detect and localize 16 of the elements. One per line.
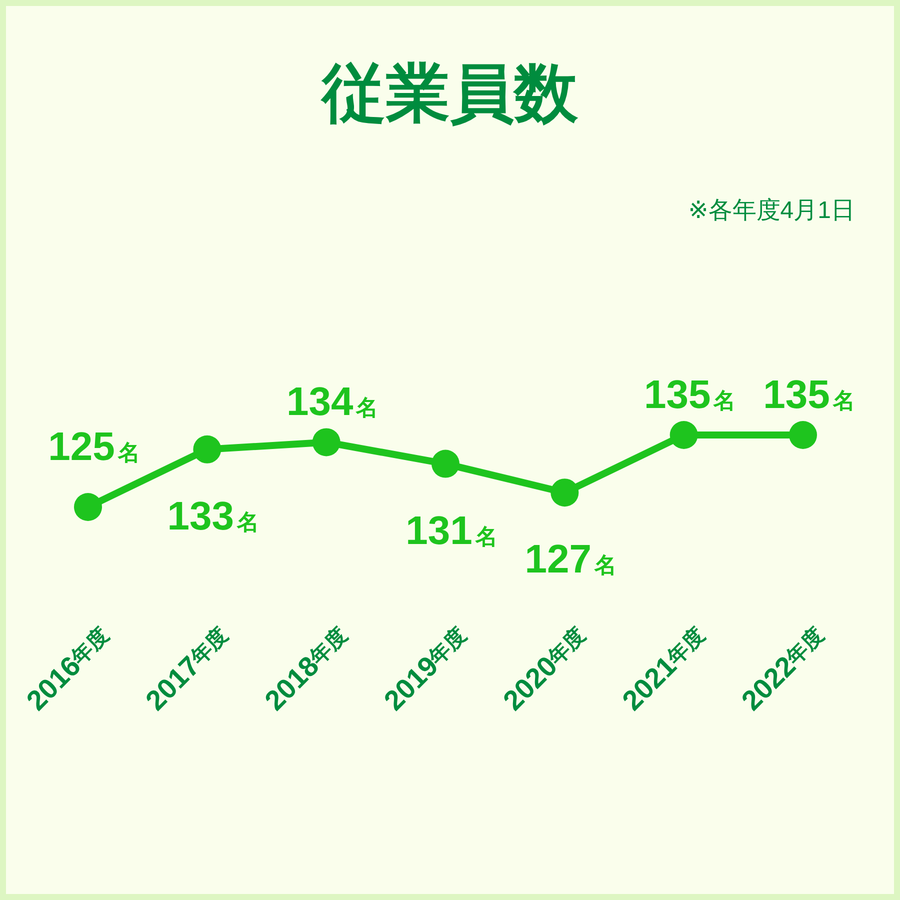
point [550,478,579,507]
data-label: 131名 [406,508,498,553]
data-label: 134名 [286,380,378,424]
point [74,493,102,521]
text: ※各年度4月1日 [688,197,855,224]
data-label: 133名 [167,494,260,538]
point [432,450,460,478]
point [193,435,222,464]
data-label: 135名 [763,373,855,417]
point [670,421,698,449]
chart-title: 従業員数 [320,57,579,129]
data-label: 127名 [524,538,617,582]
point [789,421,817,449]
data-label: 125名 [48,425,140,469]
data-label: 135名 [644,373,736,417]
point [312,428,340,456]
